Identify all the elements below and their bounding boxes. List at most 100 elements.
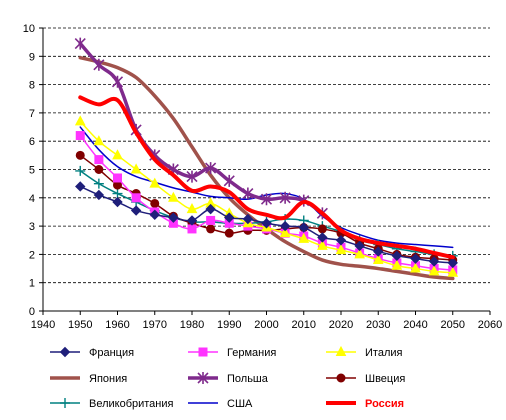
legend-item: США [188,398,253,410]
legend: Франция Германия Италия Япония Польша Швеция В… [50,345,405,410]
data-point [75,131,85,141]
y-tick-label: 9 [29,51,35,63]
legend-item: Россия [326,398,404,410]
data-point [428,265,440,276]
data-point [206,224,216,234]
data-point [205,203,216,215]
data-point [410,262,421,273]
data-point [372,253,384,265]
data-point [279,191,291,204]
x-tick-label: 1990 [217,319,241,331]
data-point [112,196,123,208]
data-point [94,155,104,165]
data-point [354,240,365,252]
y-tick-label: 3 [29,221,35,233]
x-tick-label: 2030 [366,319,390,331]
series-0 [75,181,458,269]
data-point [242,213,254,225]
legend-marker [335,345,347,356]
data-point [150,198,160,208]
data-point [168,212,179,223]
legend-item: Франция [50,346,134,359]
legend-label: Швеция [365,373,405,385]
legend-label: США [227,398,253,410]
y-tick-label: 4 [29,193,35,205]
data-point [317,232,328,243]
data-point [261,218,272,229]
data-point [279,220,291,232]
y-tick-label: 1 [29,278,35,290]
legend-marker [198,347,208,357]
data-point [186,170,198,183]
data-point [260,193,273,206]
series-8 [78,95,455,260]
data-point [75,165,86,176]
legend-item: Италия [326,345,403,359]
x-tick-label: 1970 [143,319,167,331]
series-4 [74,37,328,220]
data-point [224,228,234,238]
data-point [354,248,365,259]
legend-marker [197,372,209,384]
data-point [93,189,105,201]
series-line [78,95,455,260]
x-tick-label: 2020 [329,319,353,331]
data-point [130,205,142,216]
data-point [447,266,459,277]
data-point [223,174,235,187]
data-point [186,203,198,214]
data-point [205,162,217,175]
legend-label: Германия [227,347,276,359]
legend-item: Польша [188,372,269,385]
data-point [94,165,104,174]
data-point [410,253,421,264]
data-point [428,256,440,267]
legend-label: Италия [365,347,403,359]
data-point [186,215,198,226]
data-point [242,187,254,200]
data-point [224,212,235,223]
series-line [78,41,325,216]
data-point [206,215,216,225]
data-point [149,209,160,220]
y-tick-label: 2 [29,249,35,261]
legend-item: Япония [50,373,127,385]
data-point [75,181,86,192]
y-tick-label: 10 [23,23,35,35]
data-point [74,115,86,126]
data-point [93,58,105,71]
data-point [335,244,347,255]
y-tick-label: 7 [29,108,35,120]
data-point [93,135,105,146]
data-point [373,246,384,257]
data-point [93,178,104,189]
data-point [130,163,142,174]
y-tick-label: 5 [29,165,35,177]
series-lines [74,37,459,281]
x-tick-label: 2060 [478,319,502,331]
data-point [298,232,310,243]
data-point [317,239,328,250]
data-point [149,177,161,188]
data-point [335,235,347,246]
y-tick-label: 0 [29,306,35,318]
x-tick-label: 1950 [68,319,92,331]
x-tick-label: 1980 [180,319,204,331]
data-point [168,191,179,202]
data-point [317,224,327,234]
x-axis-tick-labels: 1940 1950 1960 1970 1980 1990 2000 2010 2020 2030… [31,319,502,331]
legend-label: Франция [89,347,134,359]
x-tick-label: 2050 [441,319,465,331]
legend-label: Россия [365,398,404,410]
legend-marker [60,398,70,408]
x-tick-label: 2000 [254,319,278,331]
legend-item: Швеция [326,373,405,385]
legend-marker [59,346,71,358]
data-point [75,150,85,160]
data-point [279,227,291,238]
axes [39,27,491,315]
data-point [74,37,86,50]
x-tick-label: 2040 [403,319,427,331]
x-tick-label: 2010 [292,319,316,331]
